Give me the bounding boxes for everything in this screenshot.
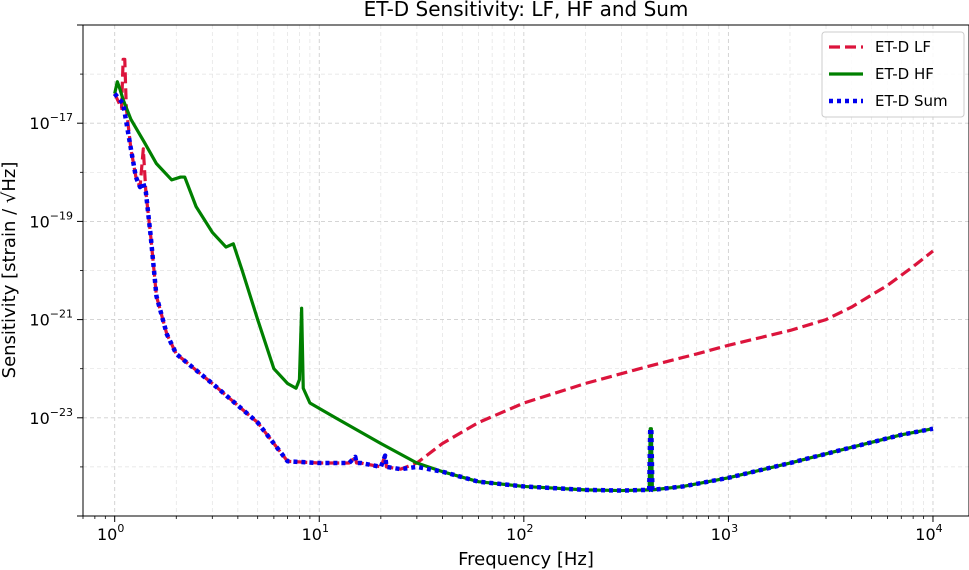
y-tick-label: 10−17 <box>29 111 73 133</box>
x-tick-label: 100 <box>97 522 124 544</box>
y-tick-label: 10−19 <box>29 209 73 231</box>
x-axis-label: Frequency [Hz] <box>458 549 594 570</box>
legend-label: ET-D HF <box>875 65 934 83</box>
series-group <box>112 57 934 493</box>
y-axis-label: Sensitivity [strain / √Hz] <box>0 162 20 379</box>
x-tick-label: 101 <box>302 522 329 544</box>
chart-title: ET-D Sensitivity: LF, HF and Sum <box>364 0 689 21</box>
legend: ET-D LF ET-D HF ET-D Sum <box>821 31 965 118</box>
y-tick-label: 10−23 <box>29 406 73 428</box>
grid <box>83 24 969 517</box>
plot-area <box>112 57 934 493</box>
legend-box <box>821 31 965 118</box>
x-tick-label: 102 <box>506 522 533 544</box>
x-tick-label: 103 <box>711 522 738 544</box>
x-tick-label: 104 <box>915 522 942 544</box>
y-tick-label: 10−21 <box>29 308 73 330</box>
legend-label: ET-D Sum <box>875 92 948 110</box>
x-axis-ticks: 100 101 102 103 104 <box>82 516 943 544</box>
y-axis-ticks: 10−17 10−19 10−21 10−23 <box>29 24 83 517</box>
legend-label: ET-D LF <box>875 38 931 56</box>
